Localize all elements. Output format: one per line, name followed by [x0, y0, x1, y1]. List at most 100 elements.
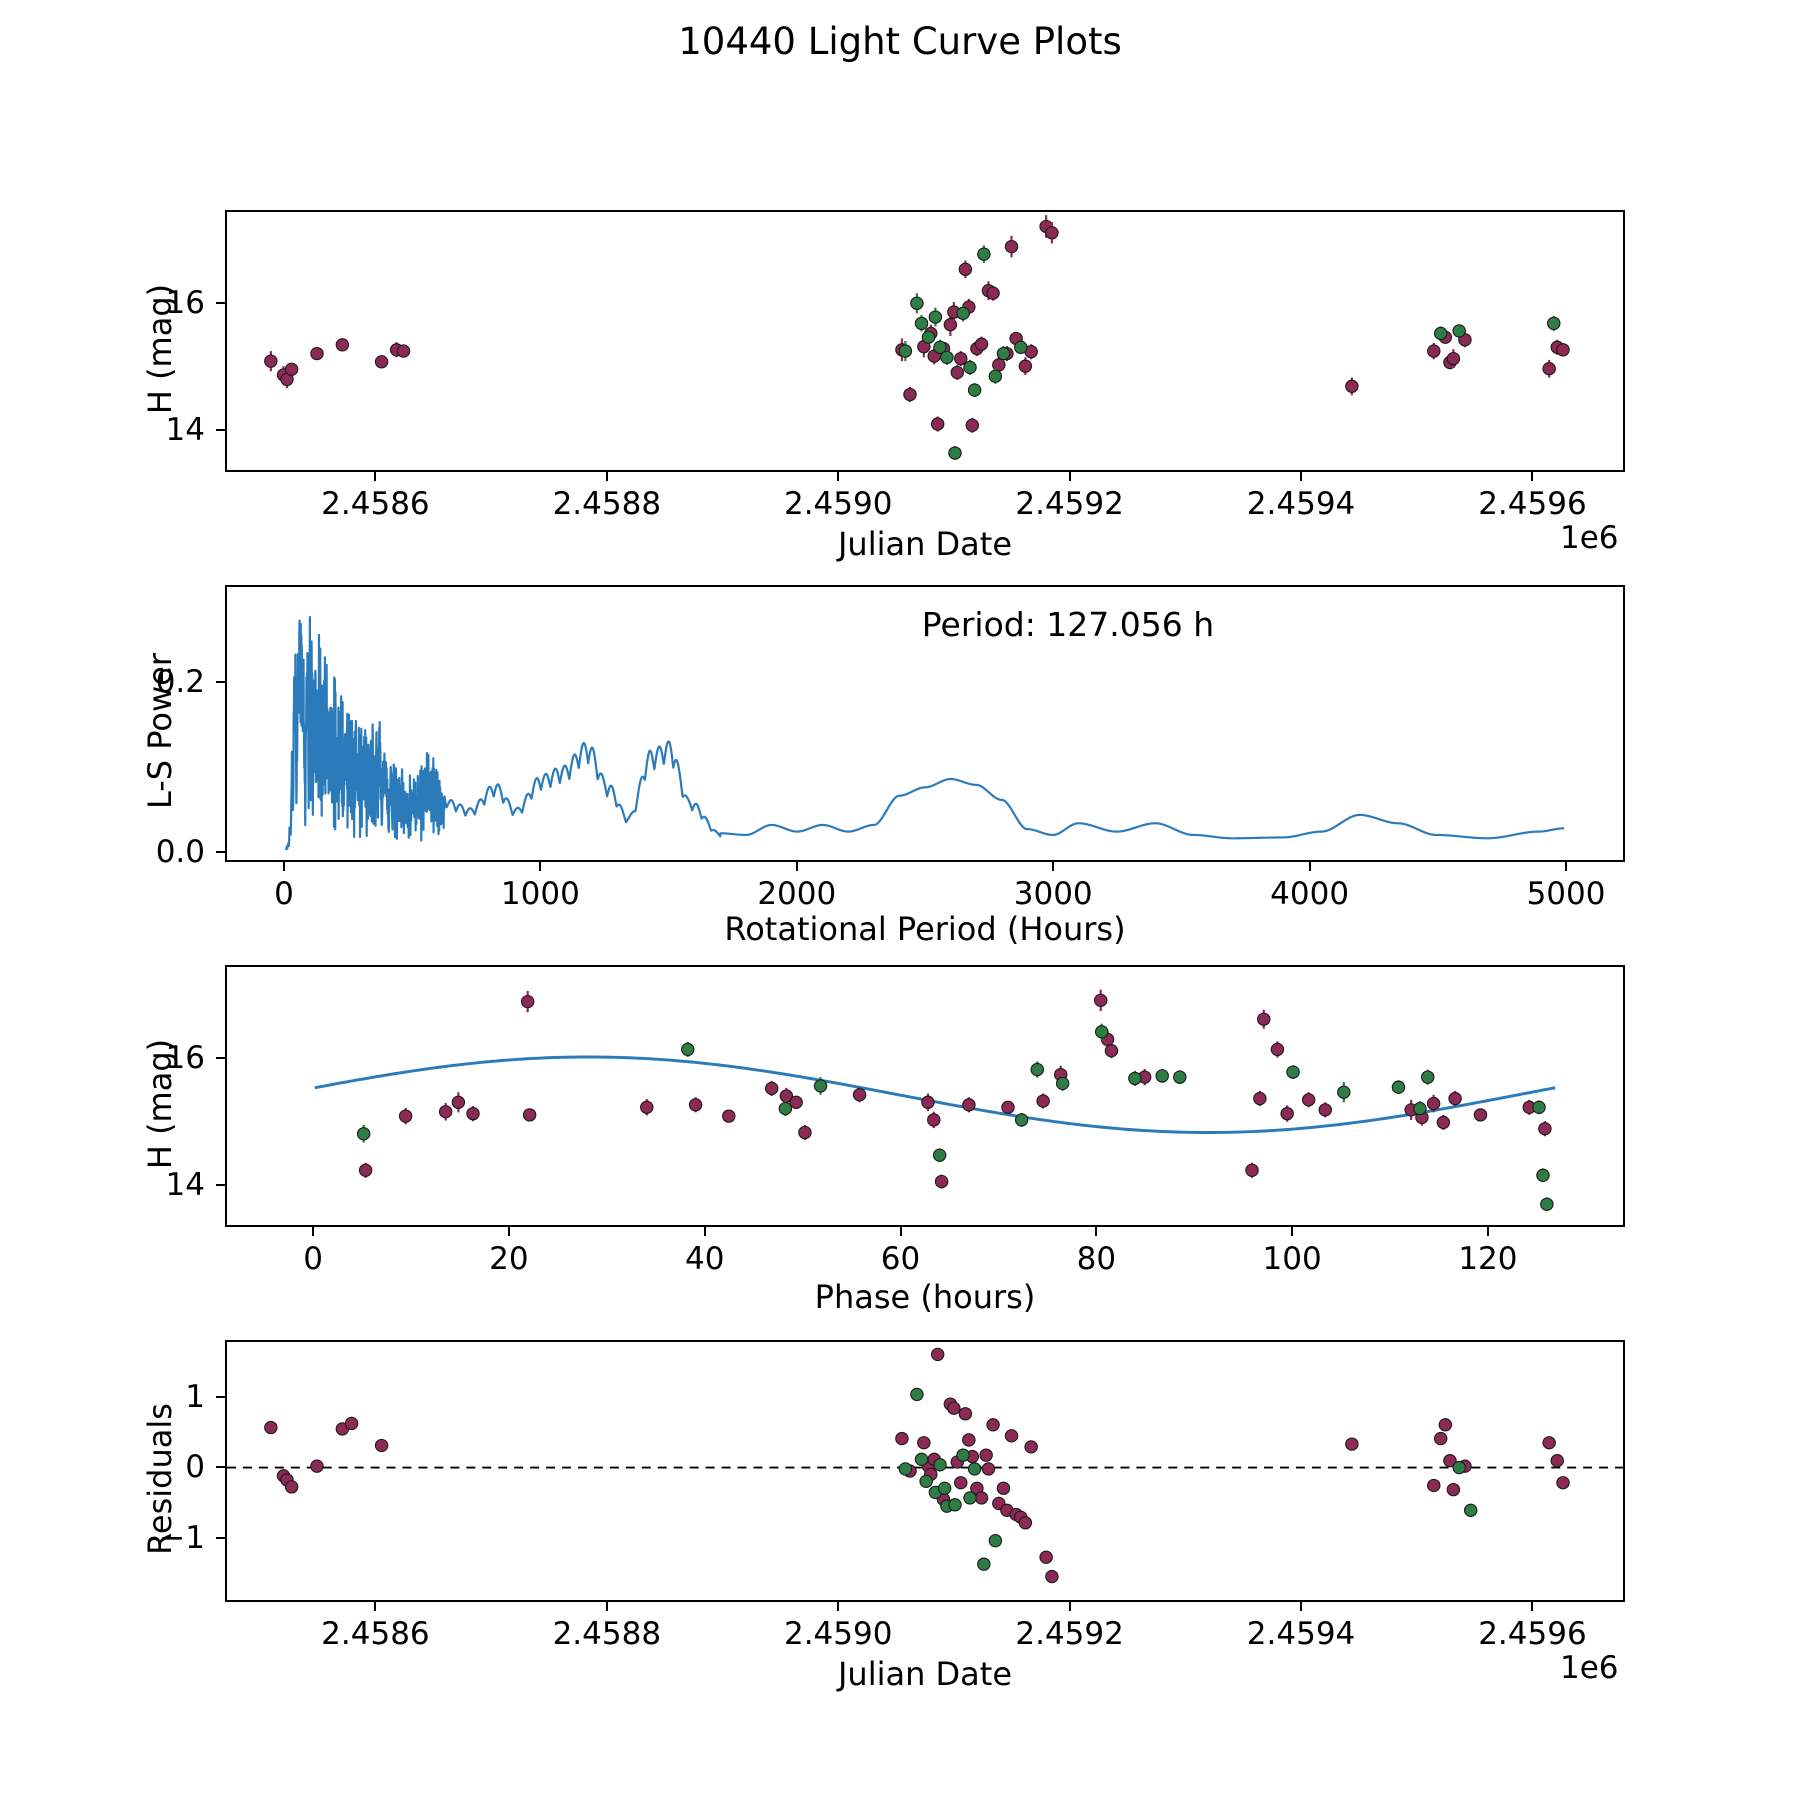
- data-point: [974, 1491, 989, 1505]
- data-point: [284, 1480, 299, 1494]
- lightcurve-xaxis-label: Julian Date: [837, 525, 1013, 563]
- data-point: [1014, 340, 1028, 354]
- xtick-label: 2.4588: [552, 486, 662, 522]
- xtick-label: 2.4596: [1478, 1616, 1587, 1652]
- xtick-label: 0: [303, 1241, 323, 1277]
- data-point: [1556, 1476, 1570, 1490]
- data-point: [398, 1109, 413, 1123]
- data-point: [451, 1095, 466, 1109]
- data-point: [1547, 316, 1561, 331]
- data-point: [1055, 1076, 1070, 1091]
- data-point: [1426, 1096, 1441, 1111]
- data-point: [1448, 1091, 1462, 1106]
- data-point: [1427, 1478, 1441, 1493]
- data-point: [933, 340, 947, 354]
- data-point: [1436, 1115, 1451, 1130]
- data-point: [996, 346, 1011, 361]
- data-point: [1345, 379, 1359, 393]
- data-point: [1542, 1436, 1556, 1450]
- xtick-label: 2.4596: [1478, 486, 1587, 522]
- data-point: [1280, 1106, 1294, 1121]
- data-point: [1538, 1122, 1552, 1136]
- data-point: [1155, 1069, 1169, 1083]
- page-title: 10440 Light Curve Plots: [678, 20, 1122, 63]
- data-point: [937, 1481, 952, 1495]
- xtick-label: 60: [880, 1241, 921, 1277]
- phasefold-plot-area: [314, 989, 1556, 1212]
- xtick-label: 4000: [1270, 876, 1350, 912]
- data-point: [778, 1101, 793, 1116]
- data-point: [963, 360, 977, 375]
- data-point: [1532, 1100, 1546, 1114]
- data-point: [1318, 1103, 1332, 1117]
- data-point: [264, 354, 278, 368]
- data-point: [1433, 326, 1448, 341]
- data-point: [466, 1106, 480, 1121]
- data-point: [1473, 1108, 1488, 1122]
- xtick-label: 2.4592: [1015, 486, 1124, 522]
- data-point: [1391, 1080, 1406, 1094]
- data-point: [954, 351, 968, 366]
- data-point: [895, 1431, 909, 1446]
- data-point: [914, 1452, 929, 1466]
- data-point: [910, 1387, 924, 1402]
- data-point: [798, 1125, 812, 1140]
- data-point: [1270, 1042, 1285, 1057]
- xtick-label: 40: [684, 1241, 725, 1277]
- series-green: [898, 1387, 1478, 1571]
- data-point: [1446, 351, 1461, 366]
- data-point: [1286, 1065, 1300, 1079]
- data-point: [958, 262, 973, 276]
- data-point: [928, 310, 943, 324]
- data-point: [688, 1098, 703, 1112]
- data-point: [986, 1418, 1000, 1432]
- data-point: [1550, 1454, 1564, 1468]
- data-point: [1427, 344, 1441, 358]
- ytick-mark: [216, 681, 225, 684]
- data-point: [722, 1109, 736, 1123]
- period-annotation: Period: 127.056 h: [921, 605, 1215, 644]
- data-point: [1438, 1418, 1453, 1432]
- xtick-label: 2.4590: [783, 486, 893, 522]
- data-point: [1446, 1482, 1461, 1497]
- ytick-label: −1: [159, 1519, 205, 1556]
- series-green: [898, 245, 1561, 460]
- xtick-mark: [899, 1227, 902, 1236]
- data-point: [1045, 1569, 1059, 1584]
- xtick-mark: [1531, 1602, 1534, 1611]
- data-point: [1556, 343, 1570, 357]
- data-point: [1413, 1101, 1427, 1116]
- residuals-xaxis-label: Julian Date: [837, 1655, 1013, 1693]
- data-point: [962, 1433, 976, 1447]
- lightcurve-xaxis-offset: 1e6: [1560, 520, 1619, 556]
- data-point: [1452, 1460, 1466, 1475]
- ytick-mark: [216, 429, 225, 432]
- ytick-mark: [216, 1536, 225, 1539]
- data-point: [979, 1448, 993, 1462]
- data-point: [1045, 226, 1059, 240]
- data-point: [310, 346, 324, 361]
- ytick-mark: [216, 850, 225, 853]
- sinusoid-fit-line: [314, 1055, 1556, 1134]
- data-point: [940, 350, 954, 365]
- data-point: [934, 1174, 949, 1189]
- periodogram-plot-area: [284, 616, 1566, 851]
- data-point: [914, 316, 929, 331]
- data-point: [948, 446, 962, 460]
- series-magenta: [358, 989, 1552, 1189]
- xtick-mark: [1291, 1227, 1294, 1236]
- residuals-xaxis-offset: 1e6: [1560, 1650, 1619, 1686]
- data-point: [1039, 1550, 1053, 1564]
- data-point: [996, 1481, 1011, 1495]
- data-point: [947, 1401, 961, 1415]
- data-point: [1542, 362, 1556, 376]
- residuals-axes: [225, 1340, 1625, 1602]
- data-point: [1463, 1503, 1478, 1517]
- data-point: [921, 1095, 935, 1109]
- data-point: [917, 1436, 931, 1450]
- data-point: [1337, 1085, 1351, 1099]
- data-point: [1004, 1429, 1019, 1443]
- data-point: [954, 1476, 968, 1490]
